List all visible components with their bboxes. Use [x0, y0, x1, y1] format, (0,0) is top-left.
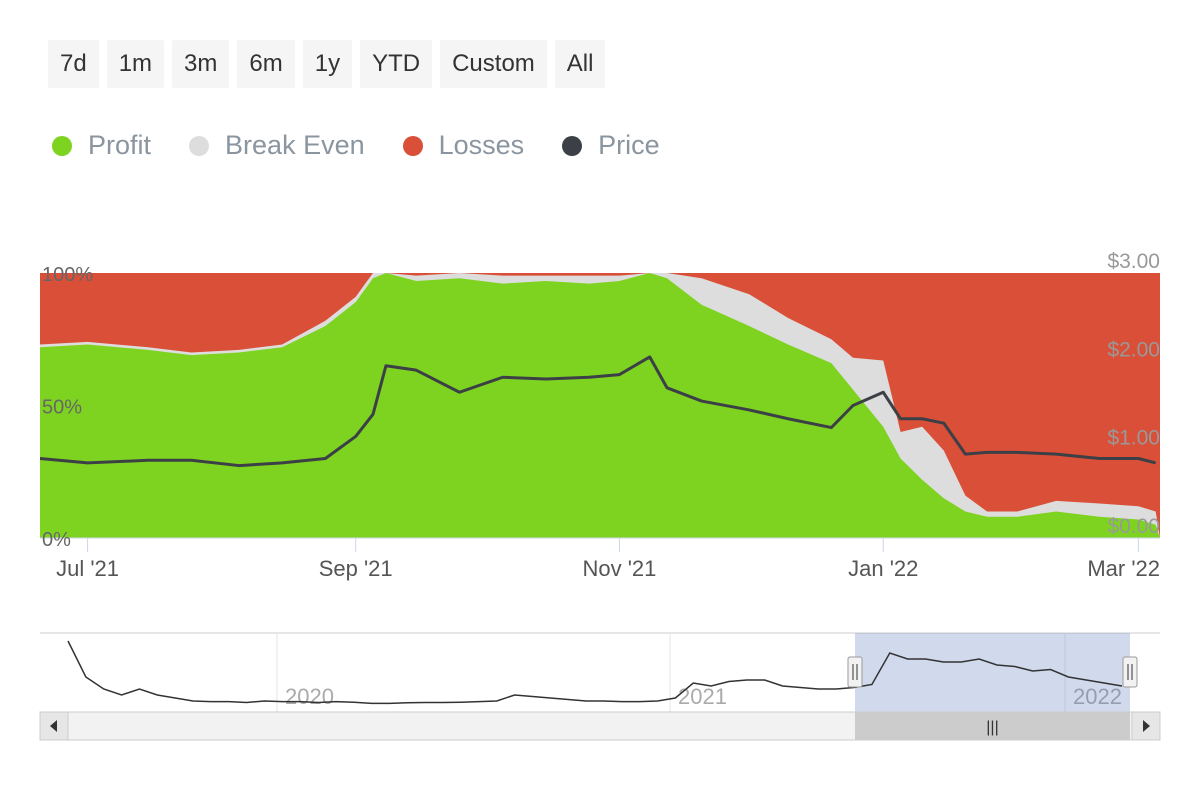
range-button-1m[interactable]: 1m	[106, 40, 165, 88]
range-button-6m[interactable]: 6m	[237, 40, 295, 88]
navigator-year-label: 2021	[678, 684, 727, 709]
right-axis-tick-label: $2.00	[1107, 338, 1160, 361]
legend-marker-icon	[562, 135, 583, 156]
right-axis-tick-label: $3.00	[1107, 250, 1160, 273]
legend-label: Price	[598, 130, 660, 160]
legend-label: Break Even	[225, 130, 365, 160]
x-axis-tick-label: Sep '21	[319, 556, 393, 581]
range-button-7d[interactable]: 7d	[48, 40, 99, 88]
x-axis-tick-label: Nov '21	[583, 556, 657, 581]
chart-areas	[40, 273, 1160, 538]
legend-item-price[interactable]: Price	[562, 130, 660, 161]
legend-item-break-even[interactable]: Break Even	[189, 130, 365, 161]
left-axis-tick-label: 0%	[42, 529, 71, 551]
navigator[interactable]: 2020 2021 2022 |||	[39, 632, 1161, 741]
handle-body[interactable]	[847, 656, 863, 688]
scrollbar-grip-icon: |||	[986, 719, 998, 736]
legend-label: Profit	[88, 130, 152, 160]
navigator-panel	[40, 633, 1160, 712]
legend-marker-icon	[52, 135, 72, 156]
chart-axes: 0% 50% 100% $0.00 $1.00 $2.00 $3.00 Jul '21 Sep …	[40, 250, 1160, 581]
range-button-custom[interactable]: Custom	[440, 40, 547, 88]
left-axis-tick-label: 50%	[42, 397, 82, 419]
navigator-price-line	[67, 640, 1123, 705]
scroll-right-button[interactable]	[1131, 711, 1161, 741]
arrow-left-icon	[50, 720, 57, 732]
navigator-year-label: 2022	[1073, 684, 1122, 709]
x-axis-tick-label: Mar '22	[1087, 556, 1160, 581]
legend-item-profit[interactable]: Profit	[52, 130, 151, 161]
area-profit	[40, 273, 1160, 538]
legend-item-losses[interactable]: Losses	[402, 130, 525, 161]
navigator-right-handle[interactable]	[1122, 656, 1138, 688]
right-axis-tick-label: $0.00	[1107, 515, 1160, 538]
navigator-year-label: 2020	[285, 684, 334, 709]
left-axis-tick-label: 100%	[42, 264, 93, 286]
range-button-1y[interactable]: 1y	[302, 40, 353, 88]
legend-marker-icon	[402, 135, 423, 156]
navigator-selection[interactable]	[855, 633, 1130, 712]
scrollbar-thumb[interactable]	[855, 712, 1130, 740]
right-axis-tick-label: $1.00	[1107, 427, 1160, 450]
legend-label: Losses	[438, 130, 525, 160]
arrow-right-icon	[1143, 720, 1150, 732]
range-selector: 7d 1m 3m 6m 1y YTD Custom All	[48, 40, 606, 88]
range-button-all[interactable]: All	[554, 40, 606, 88]
x-axis-tick-label: Jan '22	[848, 556, 918, 581]
scroll-left-button[interactable]	[39, 711, 69, 741]
x-axis-tick-label: Jul '21	[56, 556, 119, 581]
price-layer	[39, 355, 1157, 468]
range-button-ytd[interactable]: YTD	[360, 40, 433, 88]
handle-body[interactable]	[1122, 656, 1138, 688]
chart-legend: Profit Break Even Losses Price	[52, 130, 660, 161]
price-line	[39, 355, 1157, 468]
legend-marker-icon	[189, 135, 210, 156]
navigator-left-handle[interactable]	[847, 656, 863, 688]
range-button-3m[interactable]: 3m	[172, 40, 230, 88]
